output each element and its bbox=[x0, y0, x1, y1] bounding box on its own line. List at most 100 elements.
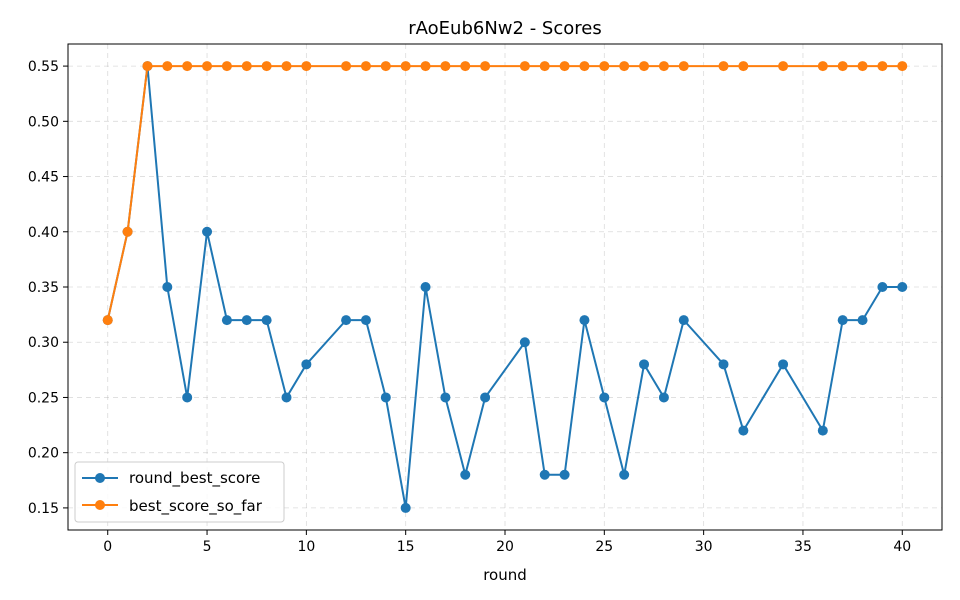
y-tick-label: 0.30 bbox=[28, 335, 59, 351]
x-tick-label: 30 bbox=[695, 539, 713, 555]
data-point-best-score-so-far bbox=[182, 61, 193, 72]
chart-title: rAoEub6Nw2 - Scores bbox=[408, 18, 601, 39]
data-point-best-score-so-far bbox=[360, 61, 371, 72]
legend-marker-best-score-so-far bbox=[95, 500, 105, 510]
legend-entry-round-best-score: round_best_score bbox=[82, 469, 260, 488]
x-tick-label: 35 bbox=[794, 539, 812, 555]
data-point-round-best-score bbox=[162, 282, 173, 292]
y-tick-label: 0.20 bbox=[28, 446, 59, 462]
data-point-round-best-score bbox=[897, 282, 908, 292]
data-point-best-score-so-far bbox=[678, 61, 689, 72]
data-point-best-score-so-far bbox=[261, 61, 272, 72]
data-point-best-score-so-far bbox=[519, 61, 530, 72]
y-tick-label: 0.45 bbox=[28, 170, 59, 186]
x-tick-label: 5 bbox=[203, 539, 212, 555]
data-point-best-score-so-far bbox=[400, 61, 411, 72]
data-point-round-best-score bbox=[221, 315, 232, 326]
y-tick-label: 0.35 bbox=[28, 280, 59, 296]
data-point-round-best-score bbox=[301, 359, 312, 370]
data-point-best-score-so-far bbox=[639, 61, 650, 72]
data-point-best-score-so-far bbox=[778, 61, 789, 72]
y-tick-label: 0.50 bbox=[28, 114, 59, 130]
data-point-round-best-score bbox=[380, 392, 391, 403]
data-point-best-score-so-far bbox=[877, 61, 888, 72]
data-point-round-best-score bbox=[877, 282, 888, 292]
data-point-round-best-score bbox=[261, 315, 272, 326]
data-point-best-score-so-far bbox=[857, 61, 868, 72]
data-point-best-score-so-far bbox=[658, 61, 669, 72]
data-point-best-score-so-far bbox=[718, 61, 729, 72]
x-tick-label: 0 bbox=[103, 539, 112, 555]
data-point-round-best-score bbox=[202, 226, 213, 237]
data-point-best-score-so-far bbox=[221, 61, 232, 72]
x-tick-label: 15 bbox=[397, 539, 415, 555]
series-layer bbox=[102, 61, 908, 513]
legend-entry-best-score-so-far: best_score_so_far bbox=[82, 497, 263, 516]
data-point-round-best-score bbox=[360, 315, 371, 326]
data-point-best-score-so-far bbox=[440, 61, 451, 72]
legend-label-round-best-score: round_best_score bbox=[129, 469, 260, 488]
data-point-round-best-score bbox=[559, 469, 570, 480]
x-axis-label: round bbox=[483, 566, 527, 584]
legend-label-best-score-so-far: best_score_so_far bbox=[129, 497, 263, 516]
data-point-best-score-so-far bbox=[837, 61, 848, 72]
x-tick-label: 10 bbox=[297, 539, 315, 555]
data-point-round-best-score bbox=[837, 315, 848, 326]
data-point-best-score-so-far bbox=[897, 61, 908, 72]
data-point-round-best-score bbox=[460, 469, 471, 480]
data-point-best-score-so-far bbox=[102, 315, 113, 326]
series-round-best-score bbox=[102, 61, 908, 513]
data-point-round-best-score bbox=[619, 469, 630, 480]
data-point-round-best-score bbox=[579, 315, 590, 326]
data-point-best-score-so-far bbox=[559, 61, 570, 72]
data-point-round-best-score bbox=[738, 425, 749, 436]
y-tick-label: 0.55 bbox=[28, 59, 59, 75]
legend: round_best_score best_score_so_far bbox=[74, 461, 285, 523]
x-tick-label: 40 bbox=[893, 539, 911, 555]
data-point-round-best-score bbox=[519, 337, 530, 348]
data-point-best-score-so-far bbox=[202, 61, 213, 72]
data-point-round-best-score bbox=[778, 359, 789, 370]
data-point-round-best-score bbox=[420, 282, 431, 292]
data-point-best-score-so-far bbox=[619, 61, 630, 72]
series-line-round-best-score bbox=[106, 65, 903, 509]
data-point-best-score-so-far bbox=[162, 61, 173, 72]
data-point-best-score-so-far bbox=[142, 61, 153, 72]
data-point-best-score-so-far bbox=[817, 61, 828, 72]
data-point-best-score-so-far bbox=[380, 61, 391, 72]
data-point-round-best-score bbox=[400, 502, 411, 513]
data-point-round-best-score bbox=[480, 392, 491, 403]
data-point-round-best-score bbox=[817, 425, 828, 436]
y-tick-label: 0.40 bbox=[28, 225, 59, 241]
data-point-best-score-so-far bbox=[241, 61, 252, 72]
data-point-round-best-score bbox=[281, 392, 292, 403]
data-point-best-score-so-far bbox=[579, 61, 590, 72]
data-point-round-best-score bbox=[639, 359, 650, 370]
x-tick-label: 20 bbox=[496, 539, 514, 555]
legend-box bbox=[74, 461, 285, 523]
data-point-best-score-so-far bbox=[599, 61, 610, 72]
y-tick-label: 0.15 bbox=[28, 501, 59, 517]
data-point-best-score-so-far bbox=[539, 61, 550, 72]
data-point-round-best-score bbox=[440, 392, 451, 403]
data-point-round-best-score bbox=[182, 392, 193, 403]
data-point-best-score-so-far bbox=[480, 61, 491, 72]
data-point-round-best-score bbox=[241, 315, 252, 326]
data-point-best-score-so-far bbox=[738, 61, 749, 72]
data-point-round-best-score bbox=[857, 315, 868, 326]
data-point-round-best-score bbox=[658, 392, 669, 403]
data-point-round-best-score bbox=[599, 392, 610, 403]
x-tick-label: 25 bbox=[595, 539, 613, 555]
legend-marker-round-best-score bbox=[95, 473, 105, 483]
data-point-best-score-so-far bbox=[301, 61, 312, 72]
data-point-round-best-score bbox=[718, 359, 729, 370]
data-point-best-score-so-far bbox=[420, 61, 431, 72]
data-point-round-best-score bbox=[678, 315, 689, 326]
data-point-best-score-so-far bbox=[281, 61, 292, 72]
axis-ticks: 0 5 10 15 20 25 30 35 40 0.15 0.20 0.25 0.30 0.35 0.40… bbox=[28, 59, 911, 555]
y-tick-label: 0.25 bbox=[28, 390, 59, 406]
data-point-best-score-so-far bbox=[341, 61, 352, 72]
data-point-best-score-so-far bbox=[460, 61, 471, 72]
data-point-round-best-score bbox=[539, 469, 550, 480]
